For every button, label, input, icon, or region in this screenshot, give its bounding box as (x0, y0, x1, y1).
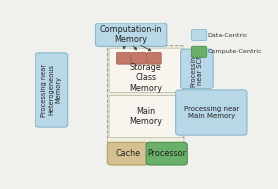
FancyBboxPatch shape (107, 142, 148, 165)
Text: Data-Centric: Data-Centric (208, 33, 248, 38)
FancyBboxPatch shape (35, 53, 68, 127)
Text: Main
Memory: Main Memory (129, 107, 162, 126)
Text: Compute-Centric: Compute-Centric (208, 49, 262, 54)
FancyBboxPatch shape (109, 95, 182, 138)
FancyBboxPatch shape (132, 53, 146, 64)
FancyBboxPatch shape (147, 53, 161, 64)
FancyBboxPatch shape (181, 49, 213, 89)
Text: Storage
Class
Memory: Storage Class Memory (129, 63, 162, 93)
Text: Cache: Cache (115, 149, 140, 158)
Text: Processor: Processor (147, 149, 186, 158)
Text: Processing near
Heterogeneous
Memory: Processing near Heterogeneous Memory (41, 64, 61, 117)
FancyBboxPatch shape (191, 46, 207, 57)
Text: Computation-in
Memory: Computation-in Memory (100, 25, 162, 44)
Text: Processing
near SCM: Processing near SCM (190, 51, 203, 87)
FancyBboxPatch shape (96, 23, 167, 46)
Text: Processing near
Main Memory: Processing near Main Memory (184, 106, 239, 119)
FancyBboxPatch shape (108, 46, 184, 154)
FancyBboxPatch shape (176, 90, 247, 135)
FancyBboxPatch shape (117, 53, 131, 64)
FancyBboxPatch shape (191, 29, 207, 41)
FancyBboxPatch shape (109, 48, 182, 93)
FancyBboxPatch shape (146, 142, 187, 165)
